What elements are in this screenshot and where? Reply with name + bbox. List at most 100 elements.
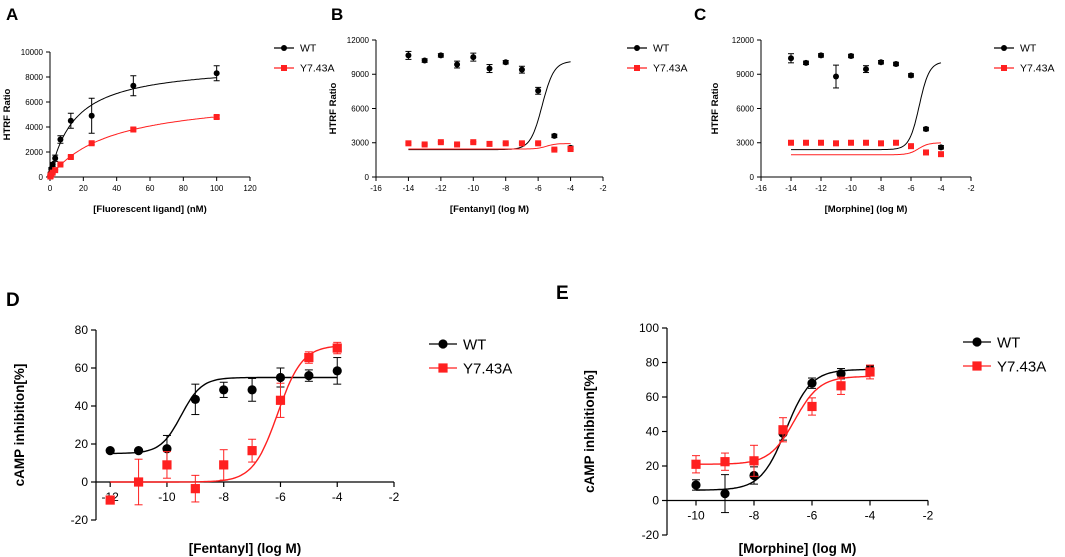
data-point xyxy=(247,446,257,456)
panel-letter: A xyxy=(6,5,18,24)
data-point xyxy=(421,141,428,148)
y-tick-label: 60 xyxy=(646,390,660,404)
y-tick-label: 6000 xyxy=(25,98,43,107)
data-point xyxy=(863,66,869,73)
data-point xyxy=(938,144,944,151)
y-tick-label: -20 xyxy=(71,513,89,527)
y-tick-label: 12000 xyxy=(732,36,755,45)
legend-label: Y7.43A xyxy=(463,360,512,377)
series-y743a xyxy=(405,139,574,153)
data-point xyxy=(405,52,412,59)
legend-label: WT xyxy=(300,43,317,55)
y-tick-label: 2000 xyxy=(25,148,43,157)
x-tick-label: -12 xyxy=(815,184,827,193)
data-point xyxy=(865,367,875,377)
data-point xyxy=(219,385,229,395)
legend-label: WT xyxy=(997,334,1020,351)
data-point xyxy=(788,55,794,62)
data-point xyxy=(836,369,846,379)
y-tick-label: 20 xyxy=(646,459,660,473)
data-point xyxy=(213,70,220,77)
series-wt xyxy=(405,50,574,151)
data-point xyxy=(57,161,64,168)
data-point xyxy=(304,352,314,363)
y-tick-label: 8000 xyxy=(25,73,43,82)
data-point xyxy=(749,456,759,466)
panel-letter: E xyxy=(556,283,569,304)
y-axis-label: HTRF Ratio xyxy=(328,82,339,134)
series-y743a xyxy=(47,114,220,180)
x-tick-label: -6 xyxy=(535,184,543,193)
data-point xyxy=(486,140,493,147)
legend-label: WT xyxy=(1020,43,1037,55)
fit-curve xyxy=(791,62,942,151)
panel-e: E -10 -8 -6 -4 -2 -20 0 20 40 60 80 100 [Morphine] (l… xyxy=(556,283,1046,556)
data-point xyxy=(437,52,444,59)
data-point xyxy=(863,139,869,146)
x-tick-label: 100 xyxy=(210,184,224,193)
y-tick-label: 12000 xyxy=(347,36,370,45)
data-point xyxy=(691,480,701,490)
data-point xyxy=(807,401,817,412)
legend-marker xyxy=(438,339,448,349)
data-point xyxy=(908,72,914,79)
x-tick-label: -2 xyxy=(599,184,607,193)
data-point xyxy=(803,139,809,146)
y-tick-label: 80 xyxy=(75,323,89,337)
legend: WT Y7.43A xyxy=(429,336,512,377)
panel-letter: C xyxy=(694,5,706,24)
legend: WT Y7.43A xyxy=(627,43,687,75)
x-tick-label: -4 xyxy=(567,184,575,193)
x-axis-label: [Morphine] (log M) xyxy=(739,541,857,556)
legend-marker xyxy=(972,361,982,371)
data-point xyxy=(49,161,56,168)
x-tick-label: 0 xyxy=(48,184,53,193)
y-tick-label: 6000 xyxy=(736,104,754,113)
series-y743a xyxy=(105,341,342,506)
x-tick-label: -2 xyxy=(923,509,934,523)
y-tick-label: 0 xyxy=(750,173,755,182)
data-point xyxy=(720,457,730,467)
panel-letter: D xyxy=(6,290,20,311)
series-wt xyxy=(47,65,220,179)
data-point xyxy=(88,140,95,147)
y-tick-label: 60 xyxy=(75,361,89,375)
y-tick-label: 10000 xyxy=(21,48,44,57)
data-point xyxy=(133,477,144,487)
data-point xyxy=(908,143,914,150)
y-tick-label: 40 xyxy=(646,425,660,439)
y-axis-label: HTRF Ratio xyxy=(2,88,13,140)
x-tick-label: -4 xyxy=(332,490,343,504)
data-point xyxy=(893,60,899,67)
y-tick-label: 4000 xyxy=(25,123,43,132)
x-tick-label: -6 xyxy=(807,509,818,523)
data-point xyxy=(535,87,542,94)
data-point xyxy=(502,59,509,66)
y-tick-label: 9000 xyxy=(736,70,754,79)
series-y743a xyxy=(691,364,875,477)
panel-c: C -16 -14 -12 -10 -8 -6 -4 -2 0 3000 6000 9000 12000 [… xyxy=(694,5,1054,215)
data-point xyxy=(275,372,286,383)
x-tick-label: -4 xyxy=(865,509,876,523)
data-point xyxy=(551,132,558,139)
data-point xyxy=(105,446,115,456)
data-point xyxy=(818,52,824,59)
data-point xyxy=(57,136,64,143)
legend-label: Y7.43A xyxy=(653,63,687,75)
fit-curve xyxy=(408,143,571,150)
series-wt xyxy=(105,357,342,463)
y-tick-label: 3000 xyxy=(351,139,369,148)
y-tick-label: 6000 xyxy=(351,104,369,113)
x-tick-label: -6 xyxy=(907,184,915,193)
x-tick-label: -14 xyxy=(785,184,797,193)
data-point xyxy=(275,395,286,405)
series-y743a xyxy=(788,139,944,158)
data-point xyxy=(807,378,817,388)
data-point xyxy=(105,495,115,505)
data-point xyxy=(803,59,809,66)
data-point xyxy=(878,140,884,147)
x-axis-label: [Fentanyl] (log M) xyxy=(450,204,529,215)
series-wt xyxy=(788,52,944,151)
data-point xyxy=(788,139,794,146)
